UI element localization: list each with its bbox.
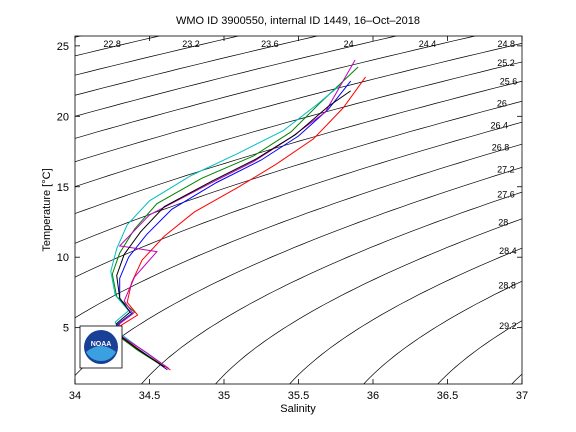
density-contour xyxy=(437,320,522,384)
density-label: 27.2 xyxy=(497,164,515,174)
density-label: 28.4 xyxy=(499,246,517,256)
density-label: 28.8 xyxy=(498,280,516,290)
axes: 34 34.5 35 35.5 36 36.5 37 5 10 15 20 25 xyxy=(57,36,528,402)
logo-wave xyxy=(86,346,116,361)
density-contour xyxy=(289,247,522,384)
plot-area xyxy=(75,36,522,384)
density-label: 22.8 xyxy=(103,39,121,49)
density-label: 26.8 xyxy=(492,142,510,152)
density-contour xyxy=(75,121,522,278)
density-contour xyxy=(75,100,522,244)
x-tick-label: 36.5 xyxy=(437,390,458,402)
density-contour xyxy=(215,218,522,384)
x-axis-label: Salinity xyxy=(280,403,316,415)
density-contour xyxy=(75,42,522,163)
density-contour xyxy=(140,191,522,384)
density-label: 28 xyxy=(498,218,508,228)
density-contour xyxy=(75,61,522,188)
chart-title: WMO ID 3900550, internal ID 1449, 16–Oct… xyxy=(176,15,420,27)
density-label: 29.2 xyxy=(499,321,517,331)
y-axis-label: Temperature [°C] xyxy=(41,168,53,251)
density-label: 27.6 xyxy=(497,189,515,199)
x-tick-label: 37 xyxy=(516,390,528,402)
density-label: 26 xyxy=(497,99,507,109)
density-contour xyxy=(75,143,522,319)
contour-labels: 22.8 23.2 23.6 24 24.4 24.8 25.2 25.6 26 26.4 26.8… xyxy=(103,39,517,331)
density-contour xyxy=(75,36,477,139)
density-label: 25.2 xyxy=(497,58,515,68)
density-contour xyxy=(363,280,522,384)
density-contours xyxy=(75,36,522,384)
x-tick-label: 35 xyxy=(218,390,230,402)
x-tick-label: 35.5 xyxy=(288,390,309,402)
density-label: 23.2 xyxy=(182,39,200,49)
density-label: 26.4 xyxy=(490,120,508,130)
y-tick-label: 20 xyxy=(57,111,69,123)
density-label: 23.6 xyxy=(261,39,279,49)
noaa-logo: NOAA xyxy=(79,325,123,369)
y-tick-label: 10 xyxy=(57,252,69,264)
x-tick-label: 34.5 xyxy=(139,390,160,402)
density-contour xyxy=(75,36,398,117)
density-contour xyxy=(75,80,522,214)
density-label: 24 xyxy=(344,39,354,49)
y-tick-label: 5 xyxy=(63,323,69,335)
x-tick-label: 36 xyxy=(367,390,379,402)
x-tick-label: 34 xyxy=(69,390,81,402)
logo-text: NOAA xyxy=(91,341,112,348)
y-tick-label: 25 xyxy=(57,41,69,53)
y-tick-label: 15 xyxy=(57,182,69,194)
density-label: 24.8 xyxy=(497,39,515,49)
density-label: 24.4 xyxy=(419,39,437,49)
density-label: 25.6 xyxy=(500,77,518,87)
density-contour xyxy=(75,36,319,96)
